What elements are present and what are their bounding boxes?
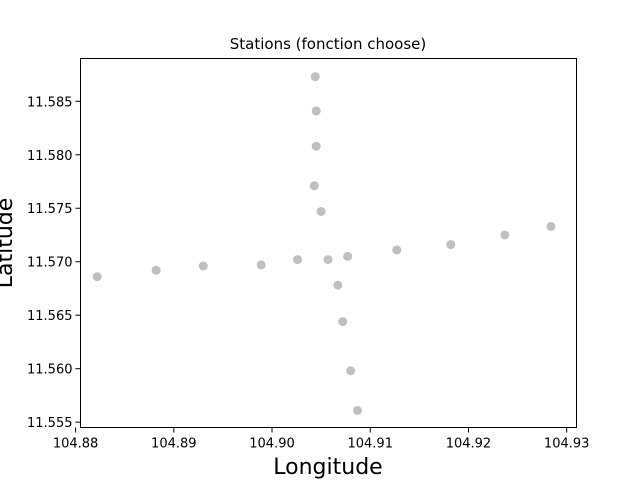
y-tick-label: 11.555 — [27, 416, 73, 431]
data-point-18 — [198, 261, 208, 271]
data-point-15 — [500, 230, 510, 240]
data-point-2 — [311, 106, 321, 116]
data-point-13 — [392, 245, 402, 255]
plot-frame — [80, 58, 577, 428]
data-point-7 — [323, 255, 333, 265]
data-point-16 — [546, 221, 556, 231]
data-point-6 — [343, 251, 353, 261]
y-tick-label: 11.570 — [27, 256, 73, 271]
chart-title: Stations (fonction choose) — [230, 35, 426, 53]
y-tick-label: 11.580 — [27, 149, 73, 164]
data-point-20 — [92, 272, 102, 282]
x-tick-label: 104.93 — [544, 437, 590, 452]
y-axis-label: Latitude — [0, 198, 18, 289]
y-tick-label: 11.585 — [27, 95, 73, 110]
y-axis-ticks: 11.555 11.560 11.565 11.570 11.575 11.580 11.5… — [27, 95, 81, 431]
x-tick-label: 104.91 — [347, 437, 393, 452]
data-point-8 — [293, 255, 303, 265]
data-point-19 — [151, 265, 161, 275]
y-tick-label: 11.575 — [27, 202, 73, 217]
data-point-12 — [352, 405, 362, 415]
y-tick-label: 11.565 — [27, 309, 73, 324]
y-tick-label: 11.560 — [27, 363, 73, 378]
data-point-10 — [338, 317, 348, 327]
data-point-14 — [446, 240, 456, 250]
x-tick-label: 104.89 — [151, 437, 197, 452]
data-point-3 — [311, 141, 321, 151]
data-point-5 — [316, 206, 326, 216]
data-point-4 — [309, 181, 319, 191]
data-point-1 — [310, 72, 320, 82]
data-point-9 — [333, 280, 343, 290]
data-points — [92, 72, 556, 415]
data-point-11 — [346, 366, 356, 376]
x-tick-label: 104.92 — [446, 437, 492, 452]
x-tick-label: 104.88 — [53, 437, 99, 452]
data-point-17 — [256, 260, 266, 270]
x-tick-label: 104.90 — [249, 437, 295, 452]
x-axis-label: Longitude — [273, 455, 382, 480]
x-axis-ticks: 104.88 104.89 104.90 104.91 104.92 104.93 — [53, 427, 590, 452]
